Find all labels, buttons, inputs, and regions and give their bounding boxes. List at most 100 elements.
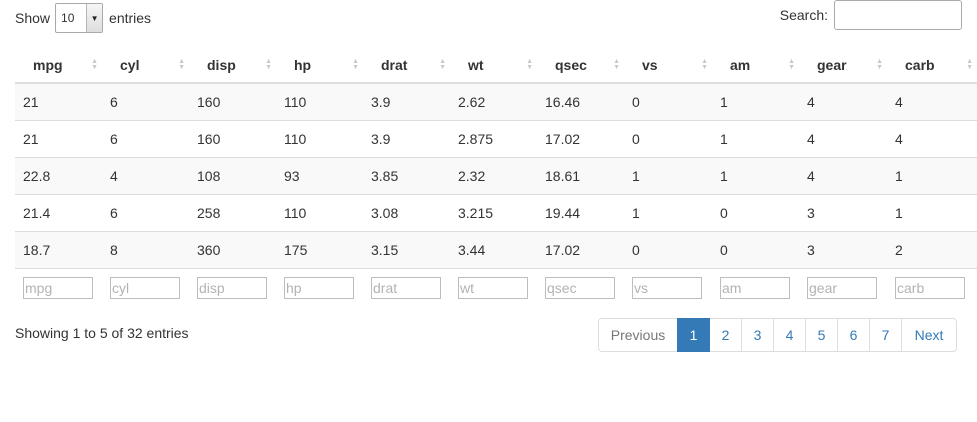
- filter-cell: [799, 267, 887, 307]
- column-header-cyl[interactable]: cyl ▲ ▼: [102, 47, 189, 84]
- cell-hp: 93: [276, 156, 363, 194]
- column-header-mpg[interactable]: mpg ▲ ▼: [15, 47, 102, 84]
- cell-cyl: 6: [102, 119, 189, 157]
- filter-input-gear[interactable]: [807, 276, 877, 299]
- column-header-hp[interactable]: hp ▲ ▼: [276, 47, 363, 84]
- entries-select-value: 10: [61, 11, 75, 25]
- table-row: 21 6 160 110 3.9 2.875 17.02 0 1 4 4: [15, 119, 977, 157]
- cell-disp: 258: [189, 193, 276, 231]
- page-5-button[interactable]: 5: [805, 318, 838, 352]
- column-header-label: wt: [468, 56, 484, 73]
- page-2-button[interactable]: 2: [709, 318, 742, 352]
- cell-carb: 1: [887, 193, 977, 231]
- sort-both-icon: ▲ ▼: [178, 57, 185, 71]
- column-header-label: qsec: [555, 56, 587, 73]
- cell-drat: 3.85: [363, 156, 450, 194]
- table-row: 21.4 6 258 110 3.08 3.215 19.44 1 0 3 1: [15, 193, 977, 231]
- column-header-gear[interactable]: gear ▲ ▼: [799, 47, 887, 84]
- table-body: 21 6 160 110 3.9 2.62 16.46 0 1 4 4 21 6 160 110 3.9 2.8…: [15, 82, 977, 307]
- sort-both-icon: ▲ ▼: [876, 57, 883, 71]
- filter-input-disp[interactable]: [197, 276, 267, 299]
- column-header-drat[interactable]: drat ▲ ▼: [363, 47, 450, 84]
- filter-input-drat[interactable]: [371, 276, 441, 299]
- cell-wt: 3.215: [450, 193, 537, 231]
- cell-am: 1: [712, 156, 799, 194]
- cell-vs: 0: [624, 82, 712, 120]
- cell-mpg: 18.7: [15, 230, 102, 268]
- filter-cell: [537, 267, 624, 307]
- page-6-button[interactable]: 6: [837, 318, 870, 352]
- filter-cell: [712, 267, 799, 307]
- column-header-qsec[interactable]: qsec ▲ ▼: [537, 47, 624, 84]
- entries-label: entries: [109, 10, 152, 26]
- cell-cyl: 4: [102, 156, 189, 194]
- cell-qsec: 18.61: [537, 156, 624, 194]
- filter-cell: [102, 267, 189, 307]
- sort-both-icon: ▲ ▼: [265, 57, 272, 71]
- cell-gear: 4: [799, 156, 887, 194]
- entries-select[interactable]: 10 ▼: [55, 3, 104, 33]
- cell-gear: 4: [799, 119, 887, 157]
- cell-mpg: 21: [15, 82, 102, 120]
- cell-mpg: 21: [15, 119, 102, 157]
- filter-input-vs[interactable]: [632, 276, 702, 299]
- cell-gear: 4: [799, 82, 887, 120]
- cell-carb: 4: [887, 82, 977, 120]
- column-header-label: hp: [294, 56, 312, 73]
- filter-cell: [624, 267, 712, 307]
- cell-vs: 0: [624, 119, 712, 157]
- filter-input-mpg[interactable]: [23, 276, 93, 299]
- column-header-wt[interactable]: wt ▲ ▼: [450, 47, 537, 84]
- cell-am: 0: [712, 193, 799, 231]
- table-row: 18.7 8 360 175 3.15 3.44 17.02 0 0 3 2: [15, 230, 977, 268]
- sort-both-icon: ▲ ▼: [91, 57, 98, 71]
- cell-gear: 3: [799, 230, 887, 268]
- filter-input-carb[interactable]: [895, 276, 965, 299]
- next-button[interactable]: Next: [901, 318, 957, 352]
- sort-both-icon: ▲ ▼: [352, 57, 359, 71]
- filter-input-hp[interactable]: [284, 276, 354, 299]
- filter-input-cyl[interactable]: [110, 276, 180, 299]
- cell-cyl: 6: [102, 193, 189, 231]
- filter-input-qsec[interactable]: [545, 276, 615, 299]
- column-header-vs[interactable]: vs ▲ ▼: [624, 47, 712, 84]
- cell-disp: 160: [189, 82, 276, 120]
- column-header-disp[interactable]: disp ▲ ▼: [189, 47, 276, 84]
- sort-both-icon: ▲ ▼: [613, 57, 620, 71]
- cell-vs: 1: [624, 193, 712, 231]
- page-4-button[interactable]: 4: [773, 318, 806, 352]
- column-header-am[interactable]: am ▲ ▼: [712, 47, 799, 84]
- column-header-label: disp: [207, 56, 236, 73]
- sort-both-icon: ▲ ▼: [966, 57, 973, 71]
- page-7-button[interactable]: 7: [869, 318, 902, 352]
- filter-input-am[interactable]: [720, 276, 790, 299]
- page-3-button[interactable]: 3: [741, 318, 774, 352]
- cell-qsec: 17.02: [537, 119, 624, 157]
- sort-both-icon: ▲ ▼: [701, 57, 708, 71]
- cell-disp: 160: [189, 119, 276, 157]
- cell-gear: 3: [799, 193, 887, 231]
- cell-cyl: 6: [102, 82, 189, 120]
- page-1-button[interactable]: 1: [677, 318, 710, 352]
- sort-both-icon: ▲ ▼: [439, 57, 446, 71]
- column-header-label: cyl: [120, 56, 140, 73]
- data-table: mpg ▲ ▼ cyl ▲ ▼ disp ▲ ▼ hp ▲ ▼ drat ▲ ▼ wt ▲ ▼ qsec ▲ ▼ vs ▲ ▼…: [15, 47, 977, 307]
- cell-vs: 0: [624, 230, 712, 268]
- cell-wt: 2.62: [450, 82, 537, 120]
- cell-qsec: 17.02: [537, 230, 624, 268]
- column-header-carb[interactable]: carb ▲ ▼: [887, 47, 977, 84]
- filter-input-wt[interactable]: [458, 276, 528, 299]
- table-row: 21 6 160 110 3.9 2.62 16.46 0 1 4 4: [15, 82, 977, 120]
- chevron-down-icon[interactable]: ▼: [86, 4, 103, 32]
- cell-qsec: 16.46: [537, 82, 624, 120]
- previous-button[interactable]: Previous: [598, 318, 678, 352]
- filter-cell: [450, 267, 537, 307]
- cell-mpg: 22.8: [15, 156, 102, 194]
- search-input[interactable]: [834, 0, 962, 30]
- cell-wt: 2.32: [450, 156, 537, 194]
- cell-cyl: 8: [102, 230, 189, 268]
- cell-hp: 175: [276, 230, 363, 268]
- cell-am: 1: [712, 119, 799, 157]
- cell-carb: 1: [887, 156, 977, 194]
